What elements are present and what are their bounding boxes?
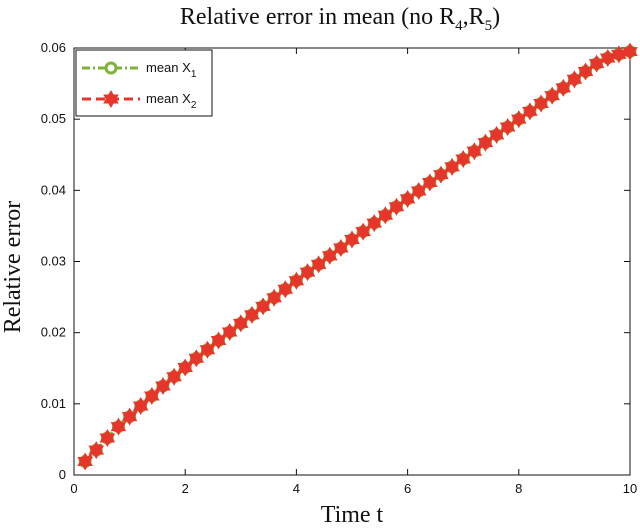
series-2-point xyxy=(77,452,93,471)
series-2-point xyxy=(555,78,572,97)
legend-entry-series-2: mean X2 xyxy=(82,89,197,111)
series-2-point xyxy=(110,417,127,436)
x-axis-label: Time t xyxy=(321,502,384,528)
series-2-point xyxy=(199,340,216,359)
x-tick-label: 4 xyxy=(293,481,300,496)
series-2-point xyxy=(188,349,205,368)
axis-ticks: 0 2 4 6 8 10 0 0.01 0.02 0.03 0.04 0.05 0.06 xyxy=(41,40,638,496)
series-2-point xyxy=(144,386,160,406)
y-tick-label: 0.02 xyxy=(41,325,66,340)
series-2-point xyxy=(622,42,638,61)
y-axis-label: Relative error xyxy=(0,201,26,334)
series-2-point xyxy=(244,305,260,324)
y-tick-label: 0.04 xyxy=(41,182,66,197)
y-tick-label: 0.05 xyxy=(41,111,66,126)
series-2-point xyxy=(377,206,394,225)
legend-marker-series-1 xyxy=(104,61,118,75)
y-tick-label: 0.03 xyxy=(41,254,66,269)
series-2-point xyxy=(88,441,105,460)
x-tick-label: 0 xyxy=(70,481,77,496)
legend-marker-series-2 xyxy=(103,89,119,109)
x-tick-label: 8 xyxy=(515,481,522,496)
legend: mean X1 mean X2 xyxy=(75,49,213,117)
series-2-point xyxy=(288,271,305,290)
series-2-point xyxy=(121,407,138,426)
y-tick-label: 0 xyxy=(59,467,66,482)
series-2-point xyxy=(132,396,149,415)
y-tick-label: 0.06 xyxy=(41,40,66,55)
series-2-point xyxy=(232,314,249,333)
series-2-point xyxy=(333,238,349,257)
legend-label-series-1: mean X1 xyxy=(146,60,197,80)
series-2-point xyxy=(166,367,182,386)
series-2-point xyxy=(255,297,271,316)
legend-box xyxy=(75,49,213,117)
series-2-point xyxy=(177,358,194,377)
series-2-point xyxy=(99,428,116,447)
series-2-point xyxy=(410,182,427,201)
chart-title: Relative error in mean (no R4,R5) xyxy=(180,4,500,34)
legend-entry-series-1: mean X1 xyxy=(82,60,197,80)
series-2-point xyxy=(277,280,294,299)
series-2 xyxy=(77,42,638,471)
series-2-point xyxy=(266,288,282,307)
x-tick-label: 6 xyxy=(404,481,411,496)
legend-label-series-2: mean X2 xyxy=(146,91,197,111)
series-2-point xyxy=(155,377,171,396)
series-2-point xyxy=(221,322,238,341)
x-tick-label: 10 xyxy=(623,481,637,496)
series-2-point xyxy=(310,255,327,274)
y-tick-label: 0.01 xyxy=(41,396,66,411)
x-tick-label: 2 xyxy=(182,481,189,496)
series-2-point xyxy=(210,331,227,350)
series-2-point xyxy=(355,222,371,241)
series-layer xyxy=(77,42,638,471)
series-2-point xyxy=(466,142,483,161)
